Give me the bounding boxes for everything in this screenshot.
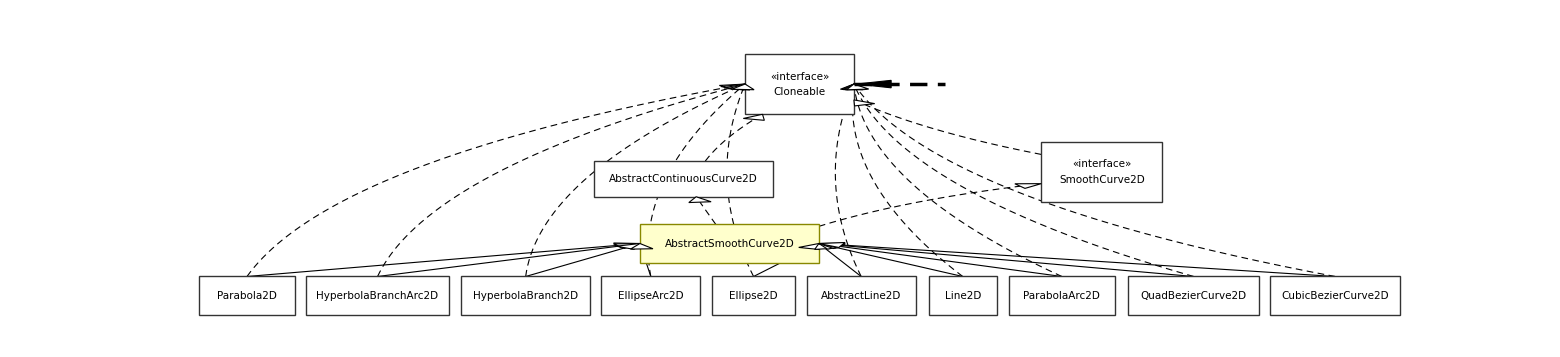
Bar — [746, 54, 853, 114]
Text: HyperbolaBranchArc2D: HyperbolaBranchArc2D — [317, 291, 438, 301]
Bar — [807, 276, 916, 315]
Bar — [601, 276, 700, 315]
Text: QuadBezierCurve2D: QuadBezierCurve2D — [1140, 291, 1246, 301]
Polygon shape — [724, 84, 746, 90]
Polygon shape — [819, 243, 846, 248]
Bar — [713, 276, 794, 315]
Polygon shape — [613, 243, 640, 248]
Bar — [1042, 142, 1162, 202]
Polygon shape — [819, 242, 846, 247]
Bar — [306, 276, 449, 315]
Text: Line2D: Line2D — [944, 291, 981, 301]
Text: SmoothCurve2D: SmoothCurve2D — [1059, 175, 1145, 185]
Polygon shape — [814, 243, 836, 250]
Text: HyperbolaBranch2D: HyperbolaBranch2D — [473, 291, 579, 301]
Bar — [1270, 276, 1401, 315]
Text: Ellipse2D: Ellipse2D — [729, 291, 778, 301]
Polygon shape — [847, 84, 869, 90]
Polygon shape — [853, 100, 875, 106]
Text: AbstractContinuousCurve2D: AbstractContinuousCurve2D — [608, 174, 758, 184]
Polygon shape — [743, 114, 764, 120]
Polygon shape — [732, 84, 753, 90]
Text: «interface»: «interface» — [1072, 160, 1131, 170]
Text: «interface»: «interface» — [769, 71, 830, 81]
Polygon shape — [856, 80, 891, 88]
Bar — [462, 276, 590, 315]
Bar — [1009, 276, 1115, 315]
Bar — [198, 276, 295, 315]
Text: ParabolaArc2D: ParabolaArc2D — [1023, 291, 1100, 301]
Bar — [1128, 276, 1259, 315]
Text: CubicBezierCurve2D: CubicBezierCurve2D — [1281, 291, 1388, 301]
Text: AbstractLine2D: AbstractLine2D — [821, 291, 902, 301]
Polygon shape — [819, 243, 844, 249]
Polygon shape — [630, 243, 654, 249]
Polygon shape — [721, 84, 746, 90]
Polygon shape — [613, 243, 640, 248]
Polygon shape — [690, 197, 711, 202]
Text: Cloneable: Cloneable — [774, 87, 825, 97]
Polygon shape — [819, 243, 846, 248]
Text: Parabola2D: Parabola2D — [217, 291, 278, 301]
Bar — [928, 276, 997, 315]
Polygon shape — [1016, 183, 1042, 188]
Text: EllipseArc2D: EllipseArc2D — [618, 291, 683, 301]
Bar — [594, 161, 772, 197]
Polygon shape — [846, 84, 867, 90]
Polygon shape — [841, 84, 863, 90]
Polygon shape — [842, 84, 866, 90]
Polygon shape — [799, 243, 819, 250]
Polygon shape — [719, 84, 746, 90]
Text: AbstractSmoothCurve2D: AbstractSmoothCurve2D — [665, 238, 794, 248]
Polygon shape — [842, 84, 864, 90]
Bar — [640, 224, 819, 263]
Polygon shape — [729, 84, 750, 90]
Polygon shape — [616, 243, 640, 250]
